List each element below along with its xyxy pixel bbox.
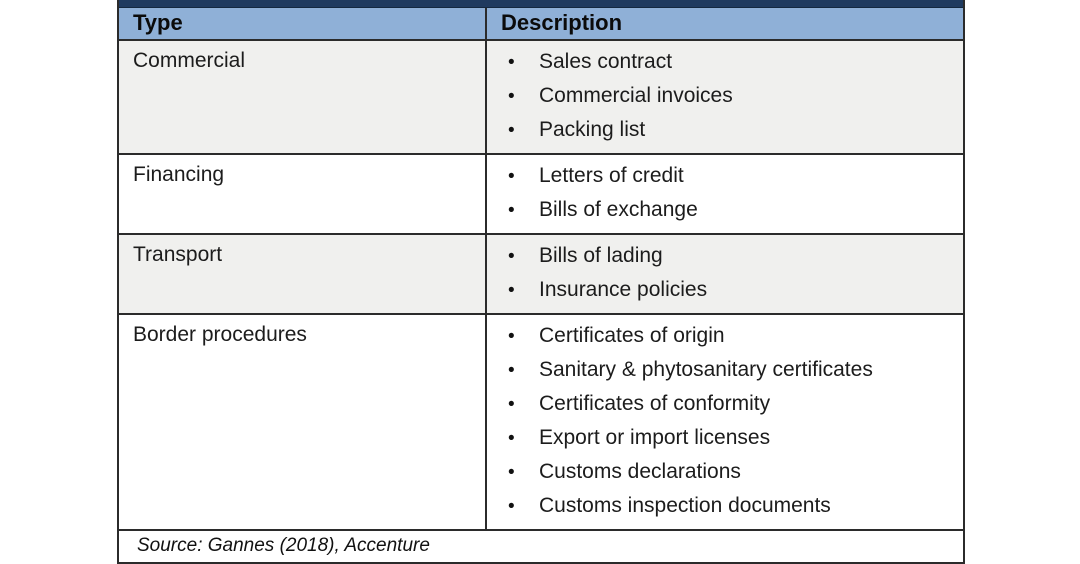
bullet-icon: • (508, 246, 515, 267)
description-bullet-list: • Sales contract • Commercial invoices • Pack… (487, 41, 963, 153)
bullet-icon: • (508, 200, 515, 221)
bullet-item: • Export or import licenses (487, 421, 957, 455)
table-row: Transport • Bills of lading • Insurance poli… (119, 235, 963, 315)
bullet-item-label: Commercial invoices (539, 84, 733, 107)
table-row: Commercial • Sales contract • Commercial inv… (119, 41, 963, 155)
bullet-item: • Sales contract (487, 45, 957, 79)
type-cell: Commercial (119, 41, 487, 153)
bullet-icon: • (508, 394, 515, 415)
description-cell: • Sales contract • Commercial invoices • Pack… (487, 41, 963, 153)
bullet-item: • Certificates of conformity (487, 387, 957, 421)
bullet-item: • Customs declarations (487, 455, 957, 489)
type-cell: Border procedures (119, 315, 487, 529)
clipped-table-title-bar (119, 0, 963, 8)
type-cell: Transport (119, 235, 487, 313)
bullet-item: • Customs inspection documents (487, 489, 957, 523)
bullet-item-label: Sales contract (539, 50, 673, 73)
table-row: Financing • Letters of credit • Bills of exc… (119, 155, 963, 235)
bullet-item-label: Certificates of origin (539, 324, 725, 347)
description-cell: • Bills of lading • Insurance policies (487, 235, 963, 313)
bullet-item: • Letters of credit (487, 159, 957, 193)
bullet-item-label: Certificates of conformity (539, 392, 771, 415)
type-cell: Financing (119, 155, 487, 233)
bullet-icon: • (508, 428, 515, 449)
bullet-icon: • (508, 462, 515, 483)
table-body: Commercial • Sales contract • Commercial inv… (119, 41, 963, 531)
bullet-item: • Bills of lading (487, 239, 957, 273)
bullet-icon: • (508, 280, 515, 301)
bullet-item: • Packing list (487, 113, 957, 147)
bullet-icon: • (508, 86, 515, 107)
bullet-icon: • (508, 326, 515, 347)
bullet-icon: • (508, 52, 515, 73)
bullet-item: • Commercial invoices (487, 79, 957, 113)
bullet-item: • Bills of exchange (487, 193, 957, 227)
bullet-icon: • (508, 360, 515, 381)
bullet-item: • Sanitary & phytosanitary certificates (487, 353, 957, 387)
bullet-item-label: Insurance policies (539, 278, 708, 301)
bullet-item-label: Sanitary & phytosanitary certificates (539, 358, 873, 381)
bullet-item: • Certificates of origin (487, 319, 957, 353)
description-bullet-list: • Bills of lading • Insurance policies (487, 235, 963, 313)
description-bullet-list: • Letters of credit • Bills of exchange (487, 155, 963, 233)
bullet-item-label: Letters of credit (539, 164, 684, 187)
bullet-icon: • (508, 166, 515, 187)
bullet-item-label: Export or import licenses (539, 426, 771, 449)
bullet-item-label: Customs inspection documents (539, 494, 831, 517)
bullet-item: • Insurance policies (487, 273, 957, 307)
table-header-row: Type Description (119, 8, 963, 41)
bullet-item-label: Customs declarations (539, 460, 741, 483)
bullet-icon: • (508, 120, 515, 141)
column-header-description: Description (501, 10, 623, 35)
description-cell: • Letters of credit • Bills of exchange (487, 155, 963, 233)
bullet-item-label: Bills of exchange (539, 198, 698, 221)
source-note: Source: Gannes (2018), Accenture (137, 535, 430, 556)
documents-table: Type Description Commercial • Sales contra… (117, 0, 965, 564)
description-cell: • Certificates of origin • Sanitary & phyto… (487, 315, 963, 529)
table-row: Border procedures • Certificates of origin… (119, 315, 963, 531)
source-note-row: Source: Gannes (2018), Accenture (119, 531, 963, 562)
bullet-item-label: Packing list (539, 118, 646, 141)
column-header-type: Type (119, 8, 487, 39)
document-page: { "table": { "columns": [ { "label": "Ty… (117, 0, 965, 564)
bullet-item-label: Bills of lading (539, 244, 663, 267)
description-bullet-list: • Certificates of origin • Sanitary & phyto… (487, 315, 963, 529)
